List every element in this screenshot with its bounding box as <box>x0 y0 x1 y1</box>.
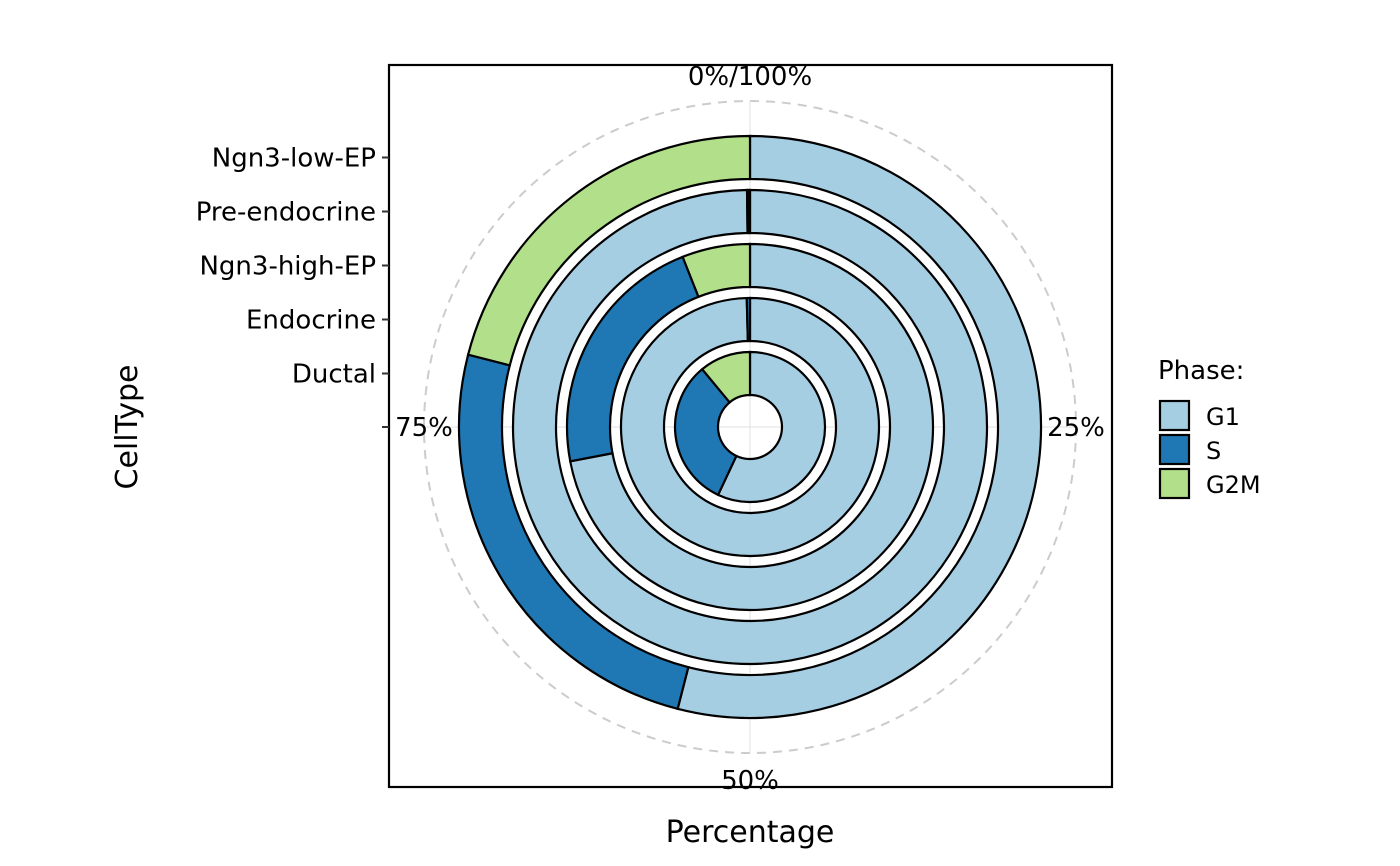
ring-segment-g1 <box>511 188 989 666</box>
y-axis-ticks: Ductal Endocrine Ngn3-high-EP Pre-endocrine… <box>196 144 389 428</box>
legend-swatch-s <box>1158 433 1191 466</box>
angle-tick-label: 75% <box>395 413 453 443</box>
ring-ngn3-low-ep <box>457 134 1043 720</box>
legend-swatch-g2m <box>1158 467 1191 500</box>
x-axis-title: Percentage <box>666 815 835 850</box>
angle-tick-label: 0%/100% <box>688 62 812 92</box>
angle-tick-labels: 0%/100% 25% 50% 75% <box>395 62 1105 796</box>
ring-segment-g1 <box>716 350 827 504</box>
ring-segment-g2m <box>466 134 752 367</box>
legend-swatch-g1 <box>1158 399 1191 432</box>
ring-segment-g2m <box>681 242 752 299</box>
y-tick-label: Ductal <box>292 360 376 390</box>
y-tick-label: Ngn3-high-EP <box>199 252 376 282</box>
ring-layer <box>457 134 1043 720</box>
legend-label: S <box>1206 437 1221 465</box>
ring-ductal <box>673 350 827 504</box>
ring-segment-g1 <box>619 296 881 558</box>
angle-tick-label: 25% <box>1047 413 1105 443</box>
ring-segment-g1 <box>568 242 935 612</box>
y-tick-label: Ngn3-low-EP <box>212 144 376 174</box>
ring-segment-s <box>673 367 738 497</box>
legend-items: G1 S G2M <box>1158 399 1261 500</box>
ring-segment-g2m <box>747 188 752 235</box>
ring-segment-g2m <box>700 350 752 404</box>
y-axis-title: CellType <box>110 365 145 490</box>
legend-label: G1 <box>1206 403 1240 431</box>
y-tick-label: Endocrine <box>246 306 376 336</box>
ring-ngn3-high-ep <box>565 242 935 612</box>
legend-title: Phase: <box>1158 356 1244 386</box>
ring-pre-endocrine <box>511 188 989 666</box>
legend: Phase: G1 S G2M <box>1158 356 1261 500</box>
ring-endocrine <box>619 296 881 558</box>
ring-segment-s <box>745 296 752 343</box>
y-tick-label: Pre-endocrine <box>196 198 376 228</box>
ring-segment-g1 <box>676 134 1043 720</box>
legend-label: G2M <box>1206 471 1261 499</box>
angle-tick-label: 50% <box>721 766 779 796</box>
